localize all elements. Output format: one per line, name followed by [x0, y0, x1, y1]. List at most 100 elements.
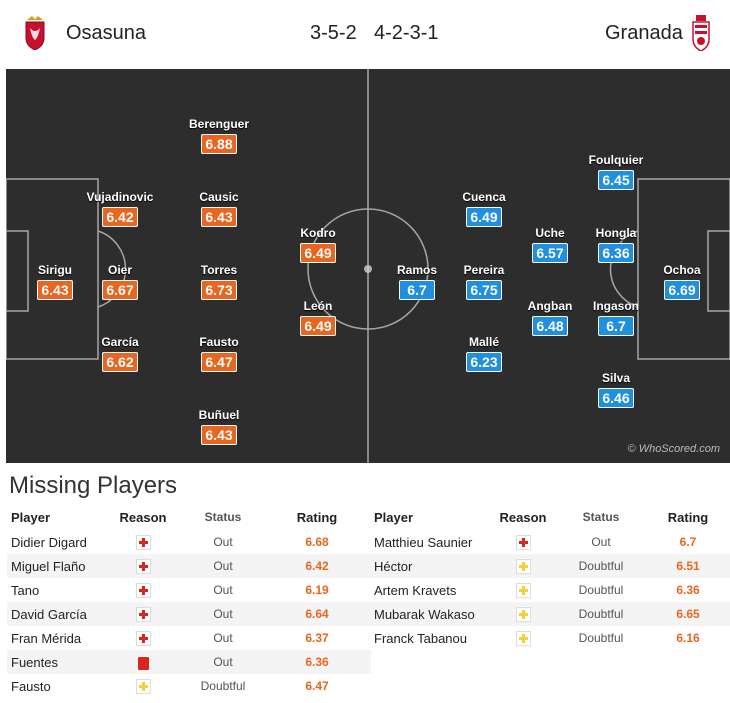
player-rating: 6.43: [201, 425, 237, 445]
player-name: Ochoa: [663, 263, 701, 277]
table-row: Fran Mérida Out 6.37: [7, 626, 371, 650]
pitch: Sirigu 6.43 Vujadinovic 6.42 Oier 6.67 G…: [6, 69, 730, 463]
col-rating: Rating: [296, 509, 338, 525]
player-rating: 6.49: [300, 316, 336, 336]
away-player[interactable]: Ramos 6.7: [372, 263, 462, 300]
player-rating: 6.62: [102, 352, 138, 372]
doubtful-cross-icon: [515, 631, 531, 647]
rating-cell: 6.37: [305, 631, 329, 645]
player-name[interactable]: Matthieu Saunier: [374, 534, 473, 550]
col-player: Player: [374, 509, 414, 525]
home-team-name[interactable]: Osasuna: [66, 22, 147, 44]
player-name[interactable]: David García: [7, 602, 103, 626]
reason-cell: [103, 674, 183, 698]
injury-cross-icon: [135, 631, 151, 647]
reason-cell: [103, 530, 183, 554]
player-rating: 6.43: [37, 280, 73, 300]
reason-cell: [103, 626, 183, 650]
reason-cell: [490, 554, 556, 578]
red-card-icon: [137, 656, 149, 670]
table-row: David García Out 6.64: [7, 602, 371, 626]
home-player[interactable]: Sirigu 6.43: [10, 263, 100, 300]
home-player[interactable]: Fausto 6.47: [174, 335, 264, 372]
away-player[interactable]: Angban 6.48: [505, 299, 595, 336]
rating-cell: 6.65: [646, 602, 730, 626]
player-rating: 6.57: [532, 243, 568, 263]
player-name[interactable]: Héctor: [370, 554, 490, 578]
away-player[interactable]: Silva 6.46: [571, 371, 661, 408]
away-player[interactable]: Mallé 6.23: [439, 335, 529, 372]
status-cell: Doubtful: [200, 679, 246, 693]
player-name: Hongla: [595, 226, 637, 240]
status-cell: Doubtful: [578, 631, 624, 645]
home-player[interactable]: León 6.49: [273, 299, 363, 336]
rating-cell: 6.36: [263, 650, 371, 674]
player-name: Buñuel: [198, 408, 240, 422]
player-name[interactable]: Artem Kravets: [374, 582, 457, 598]
player-name[interactable]: Mubarak Wakaso: [370, 602, 490, 626]
doubtful-cross-icon: [515, 607, 531, 623]
away-player[interactable]: Ochoa 6.69: [637, 263, 727, 300]
missing-players-title: Missing Players: [9, 472, 178, 499]
home-player[interactable]: Kodro 6.49: [273, 226, 363, 263]
player-name: Foulquier: [588, 153, 644, 167]
away-player[interactable]: Uche 6.57: [505, 226, 595, 263]
player-name[interactable]: Fuentes: [7, 650, 103, 674]
osasuna-crest-icon: [25, 16, 45, 50]
player-rating: 6.75: [466, 280, 502, 300]
rating-cell: 6.64: [263, 602, 371, 626]
status-cell: Doubtful: [578, 583, 624, 597]
status-cell: Out: [213, 535, 233, 549]
away-missing-table: Player Reason Status Rating Matthieu Sau…: [370, 504, 730, 650]
reason-cell: [490, 626, 556, 650]
table-row: Fuentes Out 6.36: [7, 650, 371, 674]
home-player[interactable]: Causic 6.43: [174, 190, 264, 227]
player-name[interactable]: Fausto: [11, 678, 51, 694]
home-player[interactable]: Oier 6.67: [75, 263, 165, 300]
table-row: Didier Digard Out 6.68: [7, 530, 371, 554]
granada-crest-icon: [692, 15, 710, 51]
rating-cell: 6.36: [676, 583, 700, 597]
home-player[interactable]: Buñuel 6.43: [174, 408, 264, 445]
home-player[interactable]: Berenguer 6.88: [174, 117, 264, 154]
col-status: Status: [582, 510, 620, 524]
table-row: Miguel Flaño Out 6.42: [7, 554, 371, 578]
table-row: Matthieu Saunier Out 6.7: [370, 530, 730, 554]
player-name[interactable]: Didier Digard: [11, 534, 87, 550]
rating-cell: 6.19: [305, 583, 329, 597]
home-player[interactable]: García 6.62: [75, 335, 165, 372]
player-name[interactable]: Tano: [11, 582, 40, 598]
status-cell: Doubtful: [556, 554, 646, 578]
player-name: Angban: [527, 299, 573, 313]
player-name: Cuenca: [462, 190, 506, 204]
player-rating: 6.49: [466, 207, 502, 227]
player-rating: 6.7: [598, 316, 634, 336]
away-player[interactable]: Pereira 6.75: [439, 263, 529, 300]
pitch-lines: [6, 69, 730, 463]
doubtful-cross-icon: [515, 559, 531, 575]
injury-cross-icon: [135, 583, 151, 599]
status-cell: Doubtful: [556, 602, 646, 626]
player-name: Uche: [535, 226, 565, 240]
away-player[interactable]: Hongla 6.36: [571, 226, 661, 263]
home-player[interactable]: Torres 6.73: [174, 263, 264, 300]
status-cell: Out: [183, 602, 263, 626]
player-rating: 6.45: [598, 170, 634, 190]
away-player[interactable]: Foulquier 6.45: [571, 153, 661, 190]
status-cell: Out: [213, 631, 233, 645]
reason-cell: [490, 530, 556, 554]
player-name[interactable]: Fran Mérida: [11, 630, 82, 646]
away-team-name[interactable]: Granada: [605, 22, 683, 44]
away-player[interactable]: Ingason 6.7: [571, 299, 661, 336]
player-rating: 6.69: [664, 280, 700, 300]
status-cell: Out: [183, 650, 263, 674]
player-rating: 6.67: [102, 280, 138, 300]
player-name: Ingason: [592, 299, 639, 313]
home-player[interactable]: Vujadinovic 6.42: [75, 190, 165, 227]
player-name: Silva: [601, 371, 631, 385]
away-player[interactable]: Cuenca 6.49: [439, 190, 529, 227]
player-name[interactable]: Miguel Flaño: [7, 554, 103, 578]
player-name[interactable]: Franck Tabanou: [374, 630, 467, 646]
player-rating: 6.23: [466, 352, 502, 372]
player-rating: 6.43: [201, 207, 237, 227]
